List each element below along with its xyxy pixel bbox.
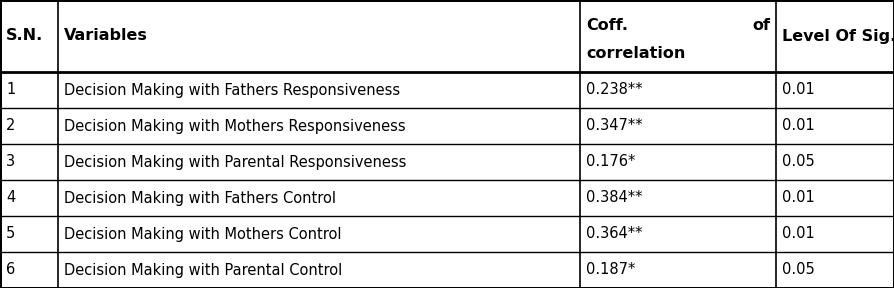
Text: 0.384**: 0.384** — [586, 190, 643, 206]
Text: 0.187*: 0.187* — [586, 262, 636, 278]
Text: 6: 6 — [6, 262, 15, 278]
Text: Level Of Sig.: Level Of Sig. — [782, 29, 894, 43]
Text: 2: 2 — [6, 118, 15, 134]
Text: Decision Making with Fathers Control: Decision Making with Fathers Control — [64, 190, 336, 206]
Text: 0.01: 0.01 — [782, 118, 814, 134]
Text: 5: 5 — [6, 226, 15, 242]
Text: 0.364**: 0.364** — [586, 226, 643, 242]
Text: correlation: correlation — [586, 46, 686, 62]
Text: Coff.: Coff. — [586, 18, 628, 33]
Text: Decision Making with Fathers Responsiveness: Decision Making with Fathers Responsiven… — [64, 82, 401, 98]
Text: 1: 1 — [6, 82, 15, 98]
Text: Variables: Variables — [64, 29, 148, 43]
Text: Decision Making with Parental Control: Decision Making with Parental Control — [64, 262, 342, 278]
Text: Decision Making with Mothers Control: Decision Making with Mothers Control — [64, 226, 342, 242]
Text: 0.01: 0.01 — [782, 226, 814, 242]
Text: Decision Making with Mothers Responsiveness: Decision Making with Mothers Responsiven… — [64, 118, 406, 134]
Text: 0.238**: 0.238** — [586, 82, 643, 98]
Text: 0.347**: 0.347** — [586, 118, 643, 134]
Text: 0.05: 0.05 — [782, 154, 814, 170]
Text: 0.01: 0.01 — [782, 82, 814, 98]
Text: Decision Making with Parental Responsiveness: Decision Making with Parental Responsive… — [64, 154, 407, 170]
Text: 0.176*: 0.176* — [586, 154, 636, 170]
Text: S.N.: S.N. — [6, 29, 43, 43]
Text: 0.01: 0.01 — [782, 190, 814, 206]
Text: 4: 4 — [6, 190, 15, 206]
Text: 3: 3 — [6, 154, 15, 170]
Text: of: of — [752, 18, 770, 33]
Text: 0.05: 0.05 — [782, 262, 814, 278]
